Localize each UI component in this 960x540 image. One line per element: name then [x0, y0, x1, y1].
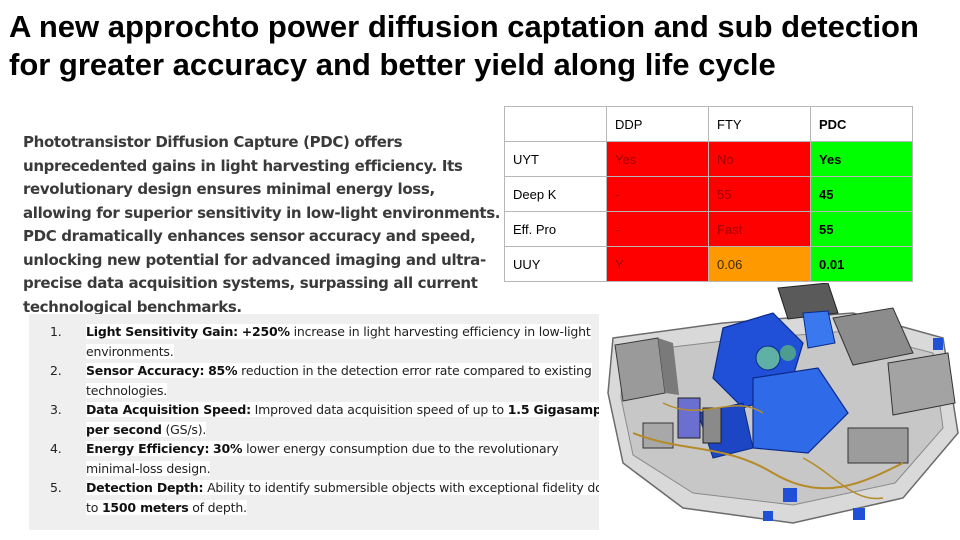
table-cell: 0.06: [708, 246, 811, 282]
list-item: 5. Detection Depth: Ability to identify …: [29, 478, 599, 517]
table-row: Eff. Pro - Fast 55: [504, 211, 913, 247]
list-item: 2. Sensor Accuracy: 85% reduction in the…: [29, 361, 599, 400]
list-value: 1500 meters: [101, 499, 189, 515]
table-cell: -: [606, 211, 709, 247]
list-number: 5.: [50, 480, 62, 495]
table-header-cell: PDC: [810, 106, 913, 142]
list-number: 2.: [50, 363, 62, 378]
list-value: per second: [86, 421, 162, 437]
list-label: Sensor Accuracy:: [86, 363, 205, 378]
list-value: +250%: [241, 324, 290, 339]
table-cell: -: [606, 176, 709, 212]
list-item: 1. Light Sensitivity Gain: +250% increas…: [29, 322, 599, 361]
table-cell: Fast: [708, 211, 811, 247]
benchmarks-list-box: 1. Light Sensitivity Gain: +250% increas…: [29, 314, 599, 530]
list-label: Data Acquisition Speed:: [86, 402, 251, 417]
table-row: Deep K - 55 45: [504, 176, 913, 212]
table-cell: Yes: [810, 141, 913, 177]
table-cell: 55: [810, 211, 913, 247]
table-cell: Y: [606, 246, 709, 282]
list-number: 1.: [50, 324, 62, 339]
table-header-row: DDP FTY PDC: [504, 106, 913, 142]
list-number: 4.: [50, 441, 62, 456]
list-value: 85%: [208, 363, 238, 378]
list-text: minimal-loss design.: [86, 460, 211, 476]
list-item: 4. Energy Efficiency: 30% lower energy c…: [29, 439, 599, 478]
list-number: 3.: [50, 402, 62, 417]
list-text: increase in light harvesting efficiency …: [293, 324, 591, 339]
table-header-cell: FTY: [708, 106, 811, 142]
comparison-table: DDP FTY PDC UYT Yes No Yes Deep K - 55 4…: [504, 106, 913, 282]
list-item: 3. Data Acquisition Speed: Improved data…: [29, 400, 599, 439]
table-header-cell: DDP: [606, 106, 709, 142]
list-text: environments.: [86, 343, 174, 359]
slide-title: A new approchto power diffusion captatio…: [9, 9, 919, 82]
list-text: technologies.: [86, 382, 168, 398]
table-row-label: UUY: [504, 246, 607, 282]
optical-instrument-assembly-icon: [607, 283, 959, 524]
table-cell: 0.01: [810, 246, 913, 282]
intro-paragraph: Phototransistor Diffusion Capture (PDC) …: [23, 133, 501, 316]
list-value: 30%: [213, 441, 243, 456]
table-row-label: Eff. Pro: [504, 211, 607, 247]
benchmarks-list: 1. Light Sensitivity Gain: +250% increas…: [29, 322, 599, 517]
table-cell: 45: [810, 176, 913, 212]
list-label: Light Sensitivity Gain:: [86, 324, 238, 339]
table-header-cell: [504, 106, 607, 142]
list-value: 1.5 Gigasamples: [507, 402, 599, 417]
table-row: UUY Y 0.06 0.01: [504, 246, 913, 282]
table-row: UYT Yes No Yes: [504, 141, 913, 177]
table-row-label: Deep K: [504, 176, 607, 212]
table-cell: No: [708, 141, 811, 177]
table-row-label: UYT: [504, 141, 607, 177]
table-cell: Yes: [606, 141, 709, 177]
list-label: Detection Depth:: [86, 480, 204, 495]
list-label: Energy Efficiency:: [86, 441, 210, 456]
list-text: of depth.: [192, 499, 247, 515]
list-text: lower energy consumption due to the revo…: [246, 441, 559, 456]
list-text: (GS/s).: [165, 421, 207, 437]
list-text: to: [86, 499, 99, 515]
list-text: Improved data acquisition speed of up to: [254, 402, 505, 417]
table-cell: 55: [708, 176, 811, 212]
list-text: Ability to identify submersible objects …: [207, 480, 599, 495]
list-text: reduction in the detection error rate co…: [241, 363, 592, 378]
